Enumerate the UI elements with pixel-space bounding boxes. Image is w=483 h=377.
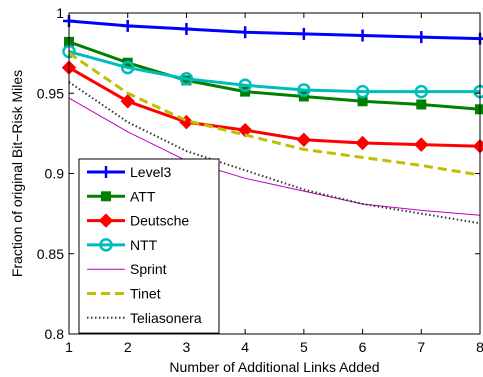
y-tick-label: 0.95	[37, 85, 64, 101]
x-tick-label: 7	[417, 339, 425, 355]
data-point-ntt	[120, 60, 135, 75]
y-tick-label: 1	[56, 5, 64, 21]
series-ntt	[62, 44, 483, 99]
legend-entry-tinet: Tinet	[87, 286, 161, 302]
series-line-deutsche	[68, 66, 481, 148]
series-sprint	[68, 97, 481, 216]
legend: Level3 ATT Deutsche NTT Sprint Tinet Teliasone…	[78, 158, 220, 334]
legend-label-tinet: Tinet	[130, 286, 161, 302]
data-point-ntt	[355, 84, 370, 99]
series-line-level3	[68, 19, 481, 41]
data-point-ntt	[179, 72, 194, 86]
legend-entry-att: ATT	[87, 188, 156, 204]
data-point-level3	[297, 27, 310, 40]
legend-entry-level3: Level3	[87, 164, 171, 180]
data-point-ntt	[297, 83, 311, 97]
data-point-ntt	[238, 78, 252, 92]
series-teliasonera	[68, 81, 481, 225]
legend-entry-deutsche: Deutsche	[87, 213, 189, 229]
data-point-deutsche	[355, 135, 370, 151]
series-line-att	[68, 40, 481, 111]
y-tick-label: 0.9	[45, 166, 65, 182]
x-tick-label: 6	[359, 339, 367, 355]
x-tick-label: 4	[241, 339, 249, 355]
x-axis-label: Number of Additional Links Added	[169, 359, 379, 375]
x-tick-label: 8	[476, 339, 483, 355]
legend-marker-deutsche	[98, 213, 114, 228]
data-point-level3	[415, 31, 428, 44]
legend-label-teliasonera: Teliasonera	[130, 310, 202, 326]
data-point-level3	[356, 29, 369, 42]
legend-entry-ntt: NTT	[87, 237, 158, 253]
y-tick-label: 0.8	[45, 326, 65, 342]
series-line-tinet	[68, 51, 481, 177]
data-point-ntt	[414, 84, 429, 99]
data-point-deutsche	[120, 94, 135, 109]
legend-entry-sprint: Sprint	[87, 261, 167, 277]
data-point-deutsche	[296, 132, 312, 148]
legend-label-ntt: NTT	[130, 237, 158, 253]
legend-label-sprint: Sprint	[130, 261, 167, 277]
data-point-att	[475, 104, 483, 115]
legend-entry-teliasonera: Teliasonera	[87, 310, 202, 326]
y-tick-label: 0.85	[37, 246, 64, 262]
legend-marker-att	[101, 191, 111, 202]
legend-marker-ntt	[99, 238, 113, 252]
y-axis-label: Fraction of original Bit−Risk Miles	[9, 70, 25, 277]
legend-marker-level3	[100, 166, 112, 178]
legend-label-deutsche: Deutsche	[130, 213, 189, 229]
data-point-level3	[121, 19, 134, 32]
tick-labels: 1 2 3 4 5 6 7 8 0.8 0.85 0.9 0.95 1	[37, 5, 483, 355]
x-tick-label: 2	[124, 339, 132, 355]
data-point-att	[416, 99, 427, 110]
data-point-deutsche	[237, 122, 253, 138]
series-line-teliasonera	[68, 81, 481, 225]
series-layer	[61, 15, 483, 225]
x-tick-label: 3	[183, 339, 191, 355]
data-point-deutsche	[414, 137, 429, 152]
series-line-ntt	[68, 50, 480, 94]
legend-label-level3: Level3	[130, 164, 171, 180]
x-tick-label: 1	[65, 339, 73, 355]
series-line-sprint	[68, 97, 481, 216]
series-tinet	[68, 51, 481, 177]
x-tick-label: 5	[300, 339, 308, 355]
data-point-level3	[180, 23, 193, 36]
data-point-level3	[239, 26, 252, 39]
legend-label-att: ATT	[130, 188, 156, 204]
